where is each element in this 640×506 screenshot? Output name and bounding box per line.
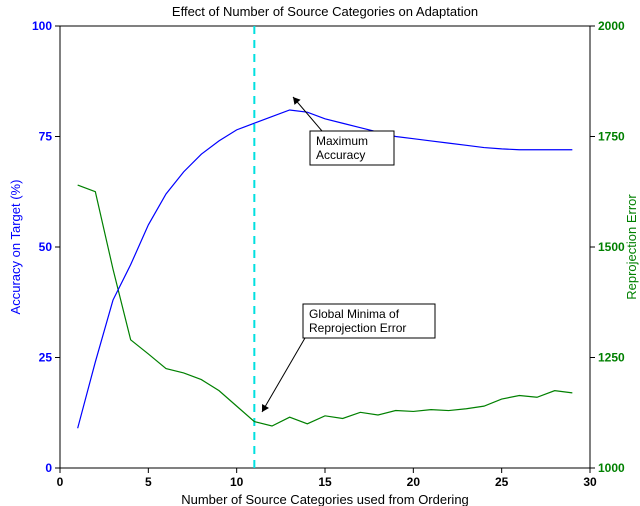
plot-frame (60, 26, 590, 468)
x-tick-label: 10 (230, 475, 244, 489)
x-tick-label: 20 (407, 475, 421, 489)
x-tick-label: 5 (145, 475, 152, 489)
chart-title: Effect of Number of Source Categories on… (172, 4, 478, 19)
yright-tick-label: 1000 (598, 461, 625, 475)
chart-container: 0 5 10 15 20 25 30 0 25 50 75 100 1000 1250 1500 1750 20… (0, 0, 640, 506)
yleft-tick-label: 50 (39, 240, 53, 254)
yright-tick-label: 1500 (598, 240, 625, 254)
annotation-global-minima-line2: Reprojection Error (309, 321, 406, 335)
x-tick-label: 0 (57, 475, 64, 489)
annotation-max-accuracy-line2: Accuracy (316, 148, 365, 162)
yleft-axis-label: Accuracy on Target (%) (8, 180, 23, 315)
yright-tick-label: 2000 (598, 19, 625, 33)
annotation-max-accuracy-line1: Maximum (316, 134, 368, 148)
yright-tick-label: 1750 (598, 130, 625, 144)
yleft-tick-label: 75 (39, 130, 53, 144)
yleft-tick-label: 100 (32, 19, 52, 33)
yleft-tick-label: 0 (45, 461, 52, 475)
x-tick-label: 25 (495, 475, 509, 489)
x-tick-label: 15 (318, 475, 332, 489)
annotation-global-minima-line1: Global Minima of (309, 307, 400, 321)
chart-svg: 0 5 10 15 20 25 30 0 25 50 75 100 1000 1250 1500 1750 20… (0, 0, 640, 506)
x-axis-label: Number of Source Categories used from Or… (181, 492, 469, 506)
yright-tick-label: 1250 (598, 351, 625, 365)
yright-axis-label: Reprojection Error (624, 194, 639, 300)
x-tick-label: 30 (583, 475, 597, 489)
yleft-tick-label: 25 (39, 351, 53, 365)
